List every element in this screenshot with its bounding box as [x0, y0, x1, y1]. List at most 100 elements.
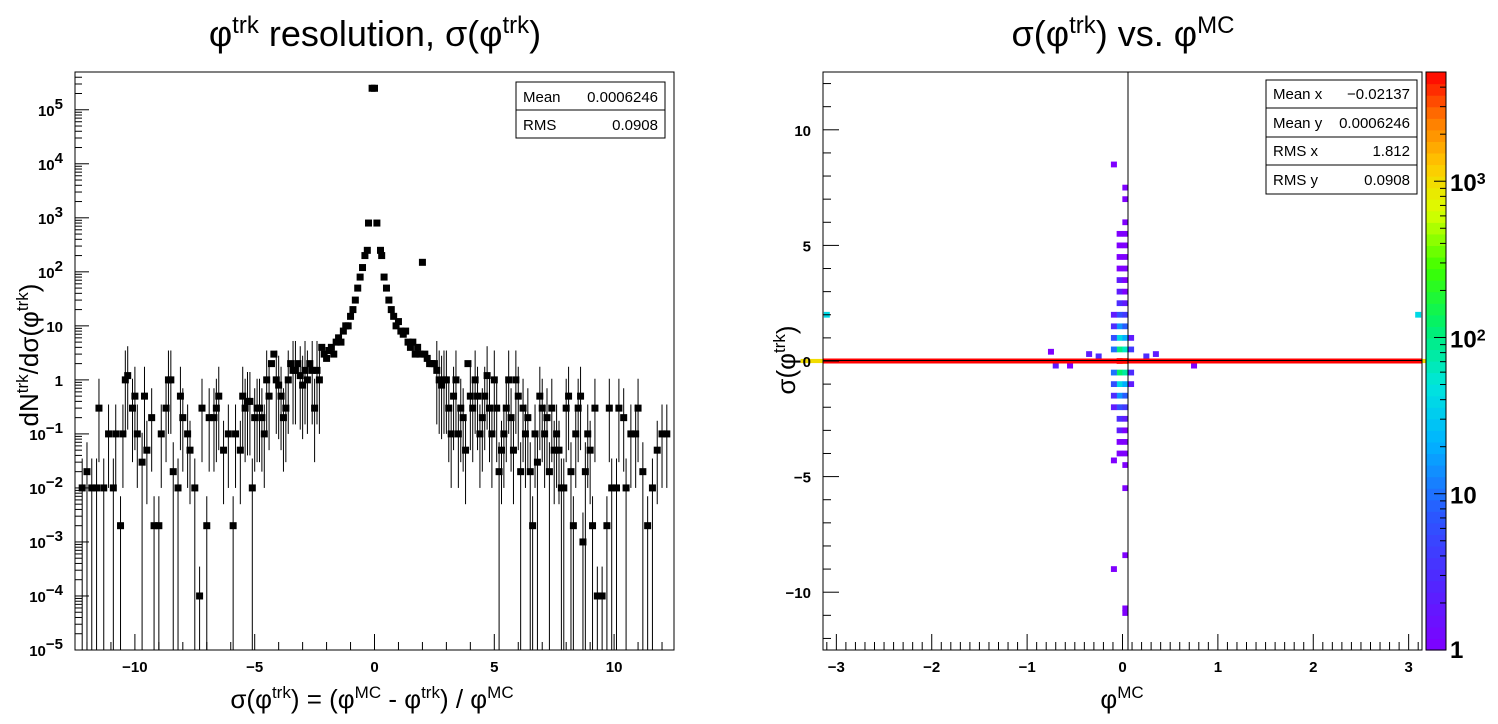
data-point	[354, 284, 362, 292]
data-point	[258, 414, 266, 422]
heatmap-cell	[1116, 404, 1123, 411]
data-point	[406, 343, 414, 351]
data-point	[394, 318, 402, 326]
heatmap-cell	[1116, 300, 1123, 307]
heatmap-cell	[1122, 277, 1129, 283]
data-point	[452, 376, 460, 384]
data-point	[541, 430, 549, 438]
colorbar-segment	[1426, 141, 1446, 154]
data-point	[117, 522, 125, 530]
y-tick-label: 105	[38, 96, 63, 120]
heatmap-cell	[1116, 323, 1123, 330]
data-point	[469, 404, 477, 412]
y-tick-label: 1	[55, 373, 63, 390]
data-point	[382, 284, 390, 292]
data-point	[653, 446, 661, 454]
data-point	[478, 414, 486, 422]
colorbar-segment	[1426, 118, 1446, 131]
colorbar-segment	[1426, 256, 1446, 270]
x-tick-label: −5	[246, 659, 263, 676]
colorbar-segment	[1426, 580, 1446, 593]
y-tick-label: 10−1	[29, 420, 63, 444]
colorbar-tick-label: 1	[1450, 637, 1463, 664]
data-point	[236, 446, 244, 454]
data-point	[148, 414, 156, 422]
data-point	[567, 468, 575, 476]
data-point	[270, 350, 278, 358]
heatmap-cell	[1110, 392, 1117, 399]
heatmap-cell	[1122, 346, 1129, 353]
colorbar-segment	[1426, 453, 1446, 466]
data-point	[356, 273, 364, 281]
heatmap-cell	[1122, 485, 1129, 492]
data-point	[565, 392, 573, 400]
colorbar-segment	[1426, 407, 1446, 420]
colorbar-segment	[1426, 280, 1446, 293]
colorbar-segment	[1426, 95, 1446, 108]
data-point	[332, 338, 340, 346]
heatmap-cell	[1122, 219, 1129, 226]
heatmap-cell	[1122, 184, 1129, 191]
heatmap-cell	[1122, 552, 1129, 559]
data-point	[105, 430, 113, 438]
data-point	[157, 430, 165, 438]
colorbar-tick-label: 103	[1450, 170, 1486, 197]
heatmap-cell	[1122, 323, 1129, 330]
colorbar-segment	[1426, 268, 1446, 281]
heatmap-cell	[1122, 381, 1129, 388]
data-point	[584, 430, 592, 438]
data-point	[313, 366, 321, 374]
data-point	[255, 404, 263, 412]
heatmap-cell	[1116, 265, 1123, 272]
data-point	[490, 376, 498, 384]
data-point	[435, 376, 443, 384]
y-tick-label: 10−3	[29, 528, 63, 552]
data-point	[648, 484, 656, 492]
data-point	[390, 312, 398, 320]
heatmap-cell	[1122, 300, 1129, 307]
data-point	[272, 376, 280, 384]
data-point	[577, 392, 585, 400]
data-point	[349, 306, 357, 314]
colorbar-segment	[1426, 569, 1446, 582]
colorbar-segment	[1426, 603, 1446, 616]
colorbar-segment	[1426, 152, 1446, 166]
x-tick-label: 0	[370, 659, 378, 676]
chart1-x-axis-label: σ(φtrk) = (φMC - φtrk) / φMC	[230, 683, 513, 714]
colorbar-segment	[1426, 615, 1446, 628]
data-point	[569, 522, 577, 530]
heatmap-cell	[1122, 415, 1129, 422]
data-point	[574, 404, 582, 412]
data-point	[603, 522, 611, 530]
data-point	[315, 376, 323, 384]
stat-label: RMS	[523, 117, 556, 134]
colorbar-segment	[1426, 210, 1446, 223]
colorbar-segment	[1426, 557, 1446, 570]
data-point	[93, 484, 101, 492]
data-point	[361, 252, 369, 260]
heatmap-cell	[1116, 381, 1123, 388]
heatmap-cell	[1122, 311, 1129, 318]
data-point	[263, 376, 271, 384]
data-point	[579, 538, 587, 546]
colorbar-segment	[1426, 441, 1446, 455]
data-point	[294, 360, 302, 368]
data-point	[306, 360, 314, 368]
heatmap-cell	[1128, 369, 1135, 376]
colorbar-segment	[1426, 592, 1446, 605]
data-point	[423, 354, 431, 362]
data-point	[529, 522, 537, 530]
colorbar-segment	[1426, 522, 1446, 535]
colorbar-segment	[1426, 314, 1446, 327]
x-tick-label: −3	[828, 659, 845, 676]
data-point	[543, 414, 551, 422]
data-point	[196, 592, 204, 600]
data-point	[109, 484, 117, 492]
colorbar-tick-label: 102	[1450, 326, 1486, 353]
heatmap-cell	[1128, 346, 1135, 353]
heatmap-cell	[1116, 277, 1123, 283]
data-point	[131, 392, 139, 400]
data-point	[282, 404, 290, 412]
heatmap-cell	[1116, 450, 1123, 457]
heatmap-cell	[1116, 230, 1123, 237]
